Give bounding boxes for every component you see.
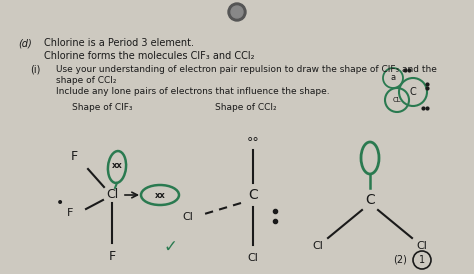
Text: °°: °°: [246, 136, 259, 150]
Text: (i): (i): [30, 65, 40, 75]
Text: a: a: [391, 73, 396, 82]
Text: F: F: [67, 208, 73, 218]
Text: Use your understanding of electron pair repulsion to draw the shape of ClF₃ and : Use your understanding of electron pair …: [56, 65, 437, 74]
Text: C: C: [248, 188, 258, 202]
Text: Chlorine is a Period 3 element.: Chlorine is a Period 3 element.: [44, 38, 194, 48]
Circle shape: [231, 6, 243, 18]
Text: xx: xx: [111, 161, 122, 170]
Text: C: C: [410, 87, 416, 97]
Text: Shape of ClF₃: Shape of ClF₃: [72, 103, 133, 112]
Text: xx: xx: [155, 190, 165, 199]
Text: (2): (2): [393, 255, 407, 265]
Text: Chlorine forms the molecules ClF₃ and CCl₂: Chlorine forms the molecules ClF₃ and CC…: [44, 51, 255, 61]
Text: ✓: ✓: [163, 238, 177, 256]
Text: Cl: Cl: [106, 189, 118, 201]
Text: CL: CL: [392, 97, 401, 103]
Text: shape of CCl₂: shape of CCl₂: [56, 76, 117, 85]
Text: C: C: [365, 193, 375, 207]
Text: Cl: Cl: [312, 241, 323, 251]
Text: Cl: Cl: [247, 253, 258, 263]
Text: Shape of CCl₂: Shape of CCl₂: [215, 103, 277, 112]
Text: Cl: Cl: [417, 241, 428, 251]
Text: (d): (d): [18, 38, 32, 48]
Circle shape: [228, 3, 246, 21]
Text: Include any lone pairs of electrons that influence the shape.: Include any lone pairs of electrons that…: [56, 87, 329, 96]
Text: F: F: [109, 250, 116, 264]
Text: 1: 1: [419, 255, 425, 265]
Text: •: •: [56, 196, 64, 210]
Text: Cl: Cl: [182, 212, 193, 222]
Text: F: F: [71, 150, 78, 164]
